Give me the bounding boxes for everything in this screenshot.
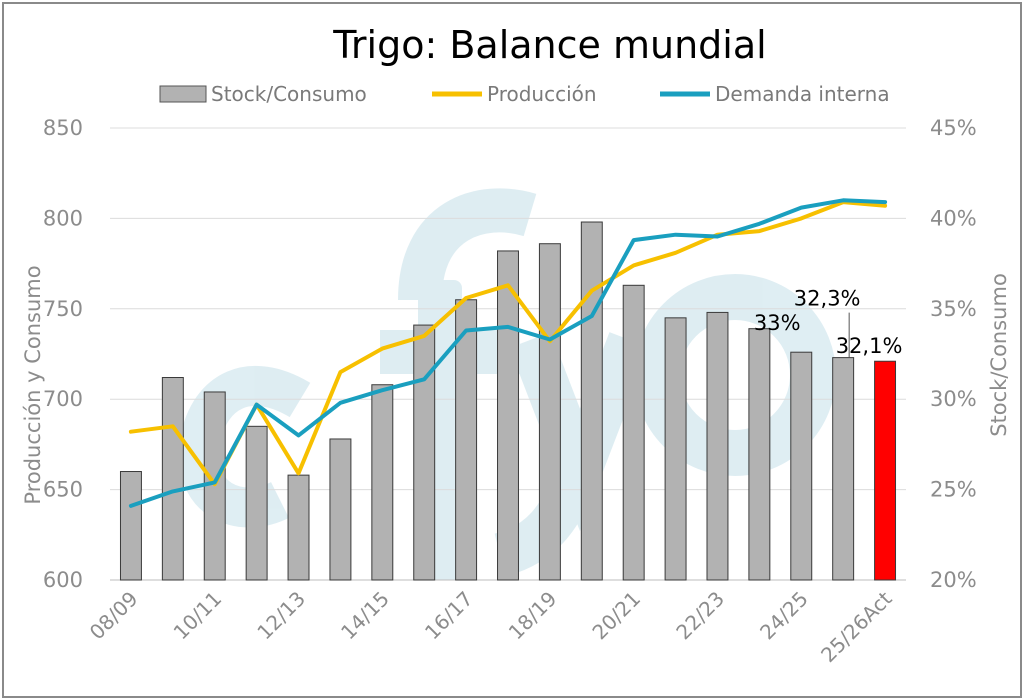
bar-series	[119, 221, 897, 581]
chart-title: Trigo: Balance mundial	[332, 23, 766, 67]
bar-stock-consumo	[538, 243, 561, 581]
x-tick-label: 08/09	[85, 587, 143, 645]
x-tick-label: 10/11	[169, 587, 227, 645]
line-series	[128, 198, 888, 508]
left-tick-label: 600	[43, 568, 83, 592]
left-tick-label: 800	[43, 206, 83, 230]
legend-label-produccion: Producción	[487, 82, 597, 106]
bar-stock-consumo	[413, 324, 436, 581]
x-tick-label: 14/15	[336, 587, 394, 645]
left-tick-label: 850	[43, 116, 83, 140]
bar-stock-consumo	[497, 250, 519, 581]
bar-stock-consumo	[622, 284, 645, 581]
bar-stock-consumo	[706, 311, 729, 581]
bar-stock-consumo	[832, 357, 855, 581]
x-tick-label: 12/13	[252, 587, 310, 645]
left-tick-label: 650	[43, 478, 83, 502]
bar-stock-consumo	[748, 328, 771, 581]
bar-stock-consumo	[287, 474, 310, 581]
left-tick-label: 700	[43, 387, 83, 411]
right-axis-ticks: 45% 40% 35% 30% 25% 20%	[930, 116, 977, 592]
x-tick-label: 22/23	[671, 587, 729, 645]
x-tick-label: 18/19	[504, 587, 562, 645]
right-axis-title: Stock/Consumo	[987, 273, 1011, 437]
data-labels: 33%32,3% 32,1%	[754, 287, 902, 359]
x-tick-label: 16/17	[420, 587, 478, 645]
legend-label-demanda: Demanda interna	[715, 82, 890, 106]
left-axis-ticks: 850 800 750 700 650 600	[43, 116, 83, 592]
legend: Stock/Consumo Producción Demanda interna	[159, 82, 890, 106]
right-tick-label: 25%	[930, 478, 977, 502]
x-tick-label: 20/21	[587, 587, 645, 645]
bar-stock-consumo	[790, 351, 813, 581]
data-label-stock: 33%	[754, 311, 801, 335]
bar-stock-consumo	[664, 317, 687, 581]
data-label-stock: 32,3%	[794, 287, 861, 311]
right-tick-label: 30%	[930, 387, 977, 411]
bar-stock-consumo	[329, 438, 352, 581]
legend-swatch-stock	[159, 85, 207, 103]
right-tick-label: 35%	[930, 297, 977, 321]
x-axis-ticks: 08/09 10/11 12/13 14/15 16/17 18/19 20/21 22/23…	[85, 586, 897, 667]
bar-stock-consumo	[580, 221, 603, 581]
left-tick-label: 750	[43, 297, 83, 321]
x-tick-label: 24/25	[755, 587, 813, 645]
bar-stock-consumo	[245, 425, 268, 581]
x-tick-label: 25/26Act	[816, 586, 897, 667]
right-tick-label: 40%	[930, 206, 977, 230]
right-tick-label: 20%	[930, 568, 977, 592]
bar-stock-consumo	[161, 377, 184, 581]
right-tick-label: 45%	[930, 116, 977, 140]
bar-stock-consumo	[874, 360, 897, 581]
bar-stock-consumo	[119, 471, 142, 581]
left-axis-title: Producción y Consumo	[21, 265, 45, 504]
line-demanda-interna	[128, 198, 888, 508]
bar-stock-consumo	[371, 384, 394, 581]
data-label-stock: 32,1%	[836, 334, 903, 358]
legend-label-stock: Stock/Consumo	[211, 82, 367, 106]
